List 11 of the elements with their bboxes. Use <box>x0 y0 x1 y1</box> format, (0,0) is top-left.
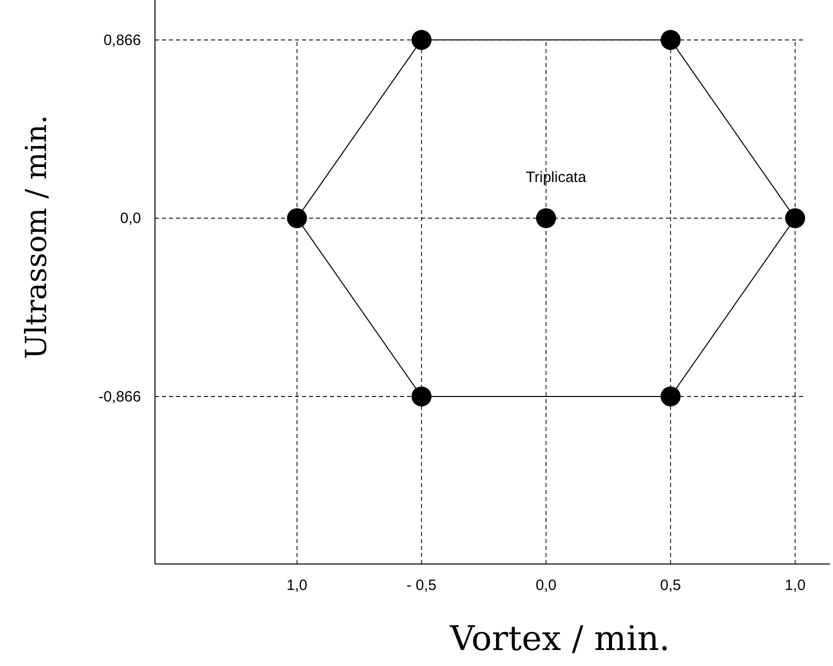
y-tick-label: 0,866 <box>103 32 141 49</box>
y-axis-title: Ultrassom / min. <box>19 114 53 360</box>
x-tick-label: 1,0 <box>286 577 308 594</box>
x-tick-label: 0,5 <box>660 577 682 594</box>
x-tick-label: - 0,5 <box>406 577 437 594</box>
y-tick-label: -0,866 <box>98 388 141 406</box>
x-tick-label: 1,0 <box>784 577 806 594</box>
x-axis-title: Vortex / min. <box>448 619 670 659</box>
x-tick-label: 0,0 <box>536 577 556 594</box>
y-tick-label: 0,0 <box>120 210 141 228</box>
annotation: Triplicata <box>526 169 587 186</box>
